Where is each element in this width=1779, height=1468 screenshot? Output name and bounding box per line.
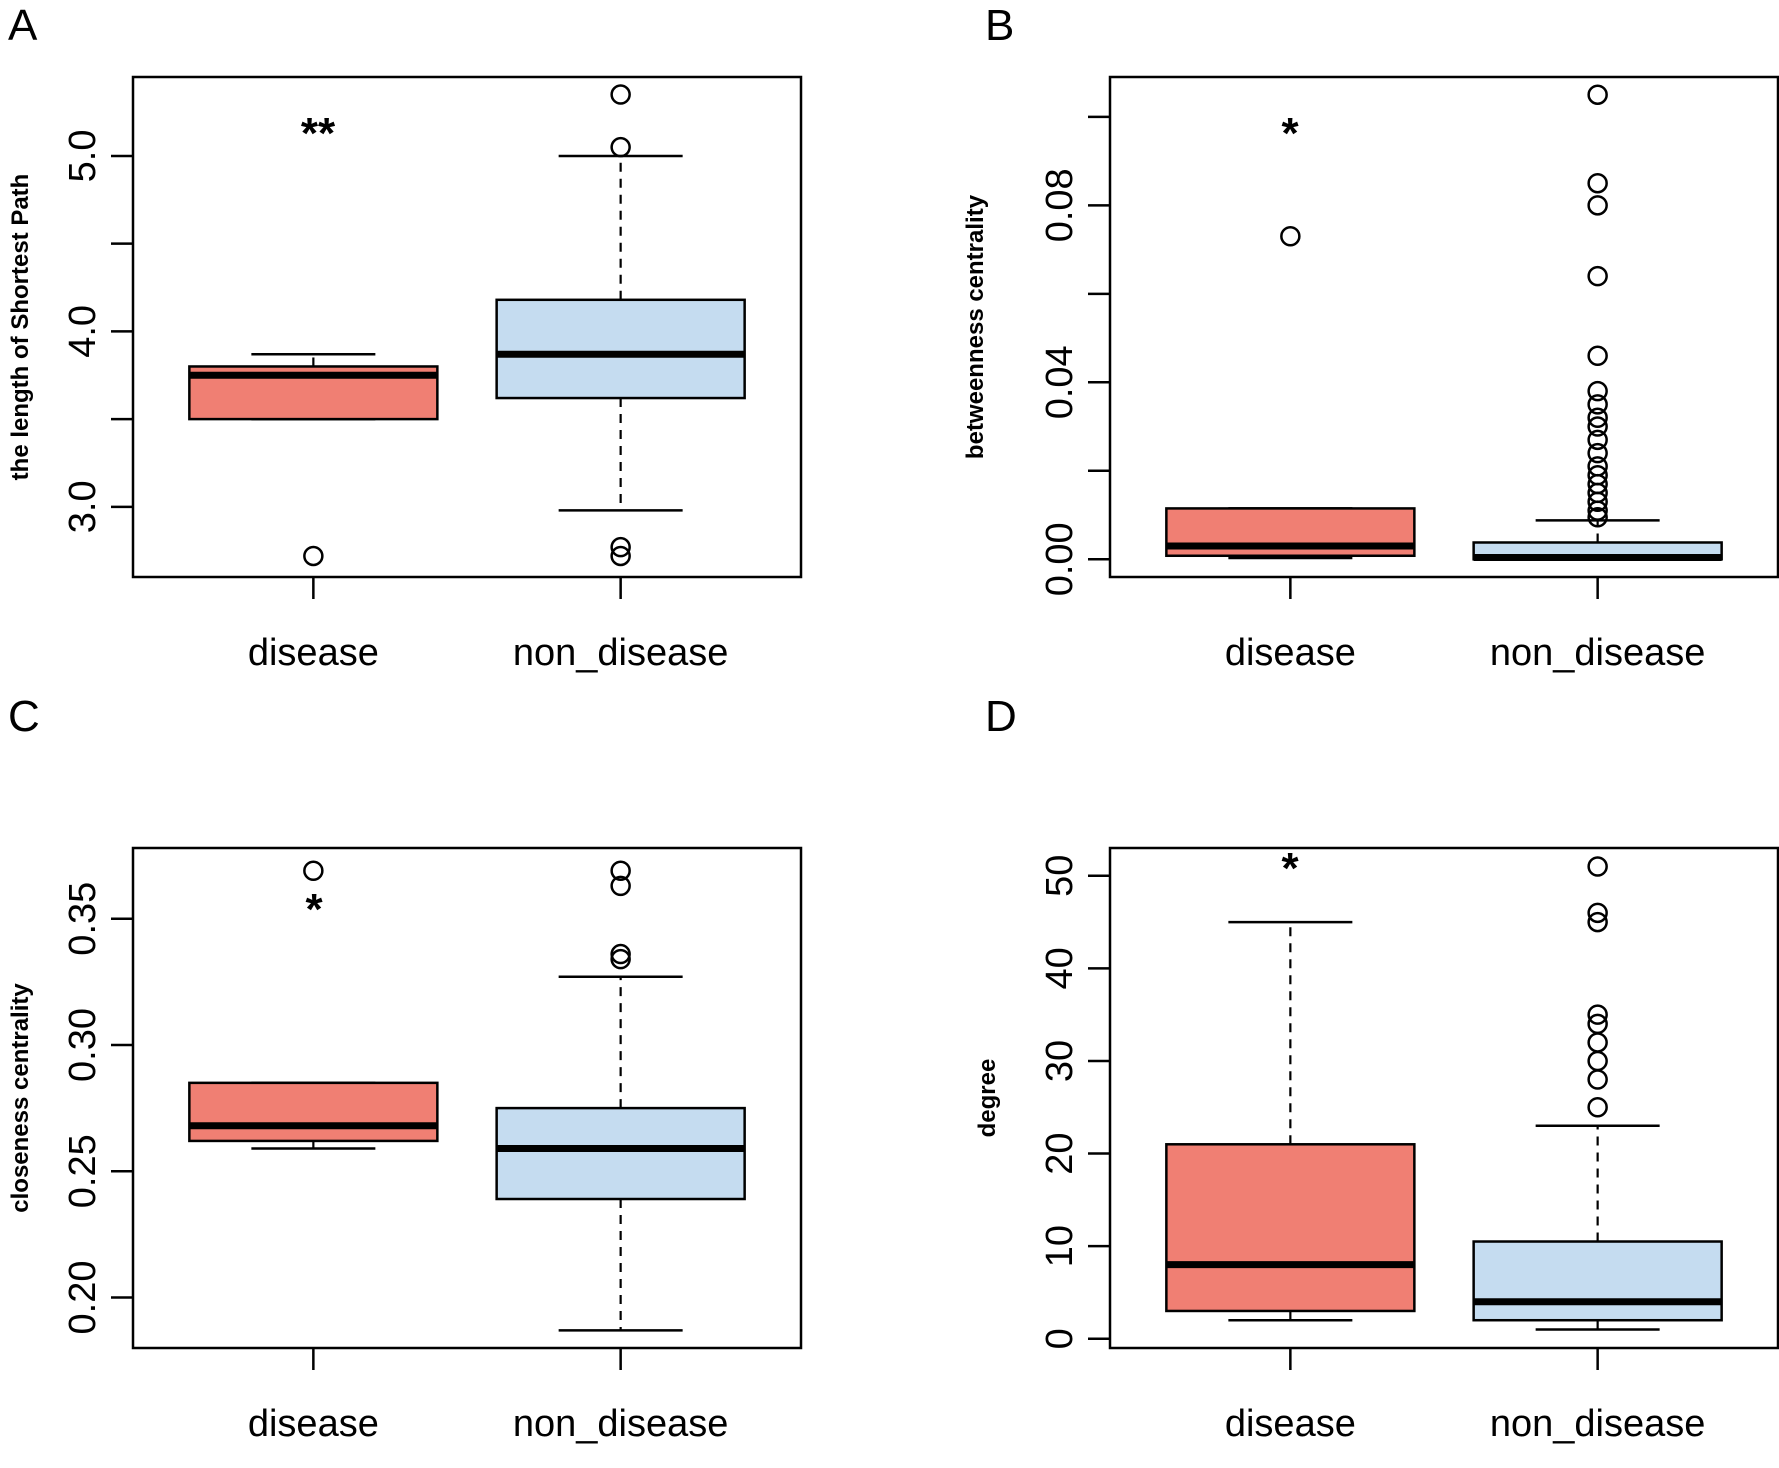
panel-b: B 0.00 0.04 0.08 betweenness centrality disea… bbox=[962, 1, 1779, 674]
outlier-point bbox=[1280, 226, 1301, 247]
y-axis-title: degree bbox=[974, 1059, 1001, 1138]
y-tick-label: 0 bbox=[1039, 1328, 1081, 1349]
category-label: disease bbox=[248, 1403, 379, 1445]
box-disease bbox=[1165, 920, 1416, 1322]
category-label: disease bbox=[1225, 1403, 1356, 1445]
outlier-point bbox=[1587, 380, 1608, 402]
y-tick-label: 3.0 bbox=[62, 480, 104, 533]
y-axis-title: closeness centrality bbox=[7, 983, 34, 1213]
outlier-point bbox=[1587, 265, 1608, 287]
outlier-point bbox=[610, 860, 631, 881]
box-non-disease bbox=[495, 84, 746, 567]
significance-marker: * bbox=[1281, 109, 1299, 158]
category-label: non_disease bbox=[513, 632, 729, 674]
box-disease bbox=[1165, 226, 1416, 560]
y-tick-label: 40 bbox=[1039, 947, 1081, 989]
box-body bbox=[1165, 1143, 1416, 1313]
y-tick-label: 0.04 bbox=[1039, 345, 1081, 419]
box-body bbox=[495, 298, 746, 400]
box-body bbox=[1472, 1240, 1723, 1322]
outlier-point bbox=[1587, 345, 1608, 367]
outlier-point bbox=[1587, 442, 1608, 464]
outlier-point bbox=[1587, 1004, 1608, 1025]
panel-d: D 0 10 20 30 40 50 degree disease non_disease * bbox=[974, 692, 1779, 1445]
outlier-point bbox=[610, 943, 631, 965]
significance-marker: ** bbox=[301, 109, 336, 158]
outlier-point bbox=[1587, 1013, 1608, 1035]
outlier-point bbox=[1587, 911, 1608, 933]
box-disease bbox=[188, 860, 439, 1150]
panel-letter: A bbox=[8, 1, 38, 50]
outlier-point bbox=[1587, 456, 1608, 477]
outlier-point bbox=[1587, 407, 1608, 428]
outlier-point bbox=[1587, 172, 1608, 194]
box-body bbox=[188, 1081, 439, 1143]
y-tick-label: 0.20 bbox=[62, 1261, 104, 1335]
outlier-point bbox=[1587, 507, 1608, 528]
category-label: disease bbox=[1225, 632, 1356, 674]
category-label: non_disease bbox=[1490, 632, 1706, 674]
plot-frame bbox=[131, 75, 803, 579]
outlier-point bbox=[1587, 1032, 1608, 1053]
outlier-point bbox=[1587, 1050, 1608, 1072]
y-tick-label: 0.08 bbox=[1039, 168, 1081, 242]
outlier-point bbox=[610, 948, 631, 970]
box-non-disease bbox=[495, 860, 746, 1332]
category-label: disease bbox=[248, 632, 379, 674]
box-non-disease bbox=[1472, 856, 1723, 1331]
panel-letter: D bbox=[985, 692, 1017, 741]
outlier-point bbox=[303, 860, 324, 881]
y-tick-label: 50 bbox=[1039, 855, 1081, 897]
outlier-point bbox=[610, 875, 631, 897]
outlier-point bbox=[1587, 1069, 1608, 1090]
outlier-point bbox=[1587, 464, 1608, 486]
outlier-point bbox=[1587, 902, 1608, 924]
outlier-point bbox=[303, 545, 324, 567]
outlier-point bbox=[610, 136, 631, 158]
plot-frame bbox=[1108, 75, 1779, 579]
y-tick-label: 10 bbox=[1039, 1225, 1081, 1267]
significance-marker: * bbox=[305, 885, 323, 934]
outlier-point bbox=[1587, 394, 1608, 415]
y-tick-label: 0.00 bbox=[1039, 522, 1081, 596]
y-axis-title: betweenness centrality bbox=[962, 194, 989, 459]
outlier-point bbox=[1587, 1097, 1608, 1118]
y-axis-title: the length of Shortest Path bbox=[7, 174, 34, 481]
panel-letter: C bbox=[8, 692, 40, 741]
y-tick-label: 0.30 bbox=[62, 1008, 104, 1082]
panel-a: A 3.0 4.0 5.0 the length of Shortest Path dis… bbox=[7, 1, 803, 674]
outlier-point bbox=[610, 545, 631, 567]
y-tick-label: 20 bbox=[1039, 1132, 1081, 1174]
outlier-point bbox=[610, 536, 631, 558]
significance-marker: * bbox=[1281, 844, 1299, 893]
outlier-point bbox=[1587, 416, 1608, 437]
plot-frame bbox=[131, 846, 803, 1350]
box-disease bbox=[188, 352, 439, 567]
box-body bbox=[495, 1106, 746, 1201]
outlier-point bbox=[610, 84, 631, 105]
plot-frame bbox=[1108, 846, 1779, 1350]
category-label: non_disease bbox=[1490, 1403, 1706, 1445]
outlier-point bbox=[1587, 856, 1608, 877]
outlier-point bbox=[1587, 195, 1608, 216]
y-tick-label: 0.25 bbox=[62, 1134, 104, 1208]
outlier-point bbox=[1587, 429, 1608, 451]
panel-c: C 0.20 0.25 0.30 0.35 closeness centrality dis… bbox=[7, 692, 803, 1445]
panel-letter: B bbox=[985, 1, 1014, 50]
outlier-point bbox=[1587, 84, 1608, 105]
y-tick-label: 0.35 bbox=[62, 882, 104, 956]
y-tick-label: 30 bbox=[1039, 1040, 1081, 1082]
box-non-disease bbox=[1472, 84, 1723, 562]
category-label: non_disease bbox=[513, 1403, 729, 1445]
y-tick-label: 4.0 bbox=[62, 305, 104, 358]
y-tick-label: 5.0 bbox=[62, 130, 104, 183]
